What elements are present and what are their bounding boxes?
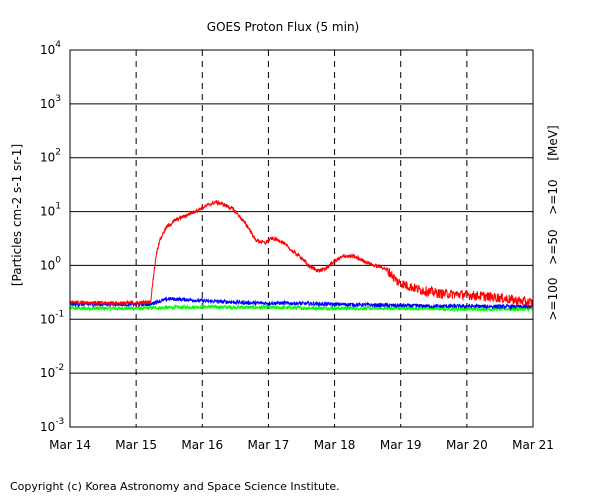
x-tick-label: Mar 15 — [115, 438, 157, 452]
series-line — [69, 199, 534, 308]
x-tick-label: Mar 19 — [380, 438, 422, 452]
y-tick-label: 10-3 — [40, 417, 64, 434]
legend-entry: >=10 — [546, 179, 560, 214]
chart-title: GOES Proton Flux (5 min) — [207, 20, 359, 34]
x-tick-label: Mar 18 — [314, 438, 356, 452]
x-tick-label: Mar 17 — [248, 438, 290, 452]
x-tick-label: Mar 14 — [49, 438, 91, 452]
legend: >=10 >=50 >=100 [MeV] — [546, 125, 560, 320]
y-tick-label: 10-2 — [40, 363, 64, 380]
legend-entry: >=100 — [546, 277, 560, 320]
legend-unit-label: [MeV] — [546, 125, 560, 160]
series-layer — [69, 199, 534, 313]
series-line — [69, 296, 534, 311]
y-tick-label: 10-1 — [40, 309, 64, 326]
y-tick-label: 102 — [40, 148, 61, 165]
y-axis-label: [Particles cm-2 s-1 sr-1] — [10, 144, 24, 286]
x-tick-label: Mar 21 — [512, 438, 554, 452]
legend-entry: >=50 — [546, 229, 560, 264]
y-tick-label: 100 — [40, 255, 61, 272]
plot-frame — [69, 49, 534, 428]
y-tick-labels: 104 103 102 101 100 10-1 10-2 10-3 — [40, 40, 64, 434]
horizontal-gridlines — [70, 103, 533, 374]
x-tick-labels: Mar 14 Mar 15 Mar 16 Mar 17 Mar 18 Mar 19 Mar … — [49, 438, 554, 452]
y-tick-label: 101 — [40, 202, 61, 219]
y-tick-label: 103 — [40, 94, 61, 111]
x-tick-label: Mar 16 — [181, 438, 223, 452]
vertical-gridlines — [135, 50, 468, 427]
copyright-notice: Copyright (c) Korea Astronomy and Space … — [10, 480, 340, 493]
series-line — [69, 303, 533, 313]
y-tick-label: 104 — [40, 40, 61, 57]
x-tick-label: Mar 20 — [446, 438, 488, 452]
